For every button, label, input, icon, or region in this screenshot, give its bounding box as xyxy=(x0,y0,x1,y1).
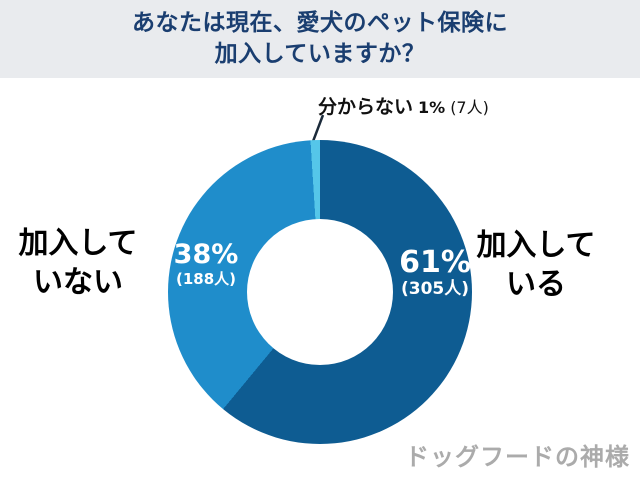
not-enrolled-value-label: 38% (188人) xyxy=(151,240,261,288)
donut-hole xyxy=(247,219,393,365)
chart-title-line2: 加入していますか？ xyxy=(214,41,426,67)
unknown-label-name: 分からない xyxy=(318,96,414,118)
unknown-segment-label: 分からない 1% (7人) xyxy=(318,92,489,119)
not-enrolled-percent: 38% xyxy=(173,239,239,270)
title-band: あなたは現在、愛犬のペット保険に 加入していますか？ xyxy=(0,0,640,78)
not-enrolled-segment-label: 加入して いない xyxy=(4,224,152,302)
not-enrolled-label-line1: 加入して xyxy=(18,226,138,261)
unknown-label-count: (7人) xyxy=(450,98,489,117)
site-watermark: ドッグフードの神様 xyxy=(405,442,630,471)
not-enrolled-label-line2: いない xyxy=(33,265,123,300)
enrolled-percent: 61% xyxy=(399,245,471,280)
enrolled-label-line1: 加入して xyxy=(476,228,596,263)
enrolled-label-line2: いる xyxy=(506,267,566,302)
enrolled-value-label: 61% (305人) xyxy=(380,246,490,299)
unknown-label-percent: 1% xyxy=(418,98,446,117)
chart-title-line1: あなたは現在、愛犬のペット保険に xyxy=(132,9,508,36)
donut-chart xyxy=(168,140,472,444)
enrolled-count: (305人) xyxy=(400,279,470,299)
not-enrolled-count: (188人) xyxy=(175,269,237,288)
enrolled-segment-label: 加入して いる xyxy=(462,226,610,304)
